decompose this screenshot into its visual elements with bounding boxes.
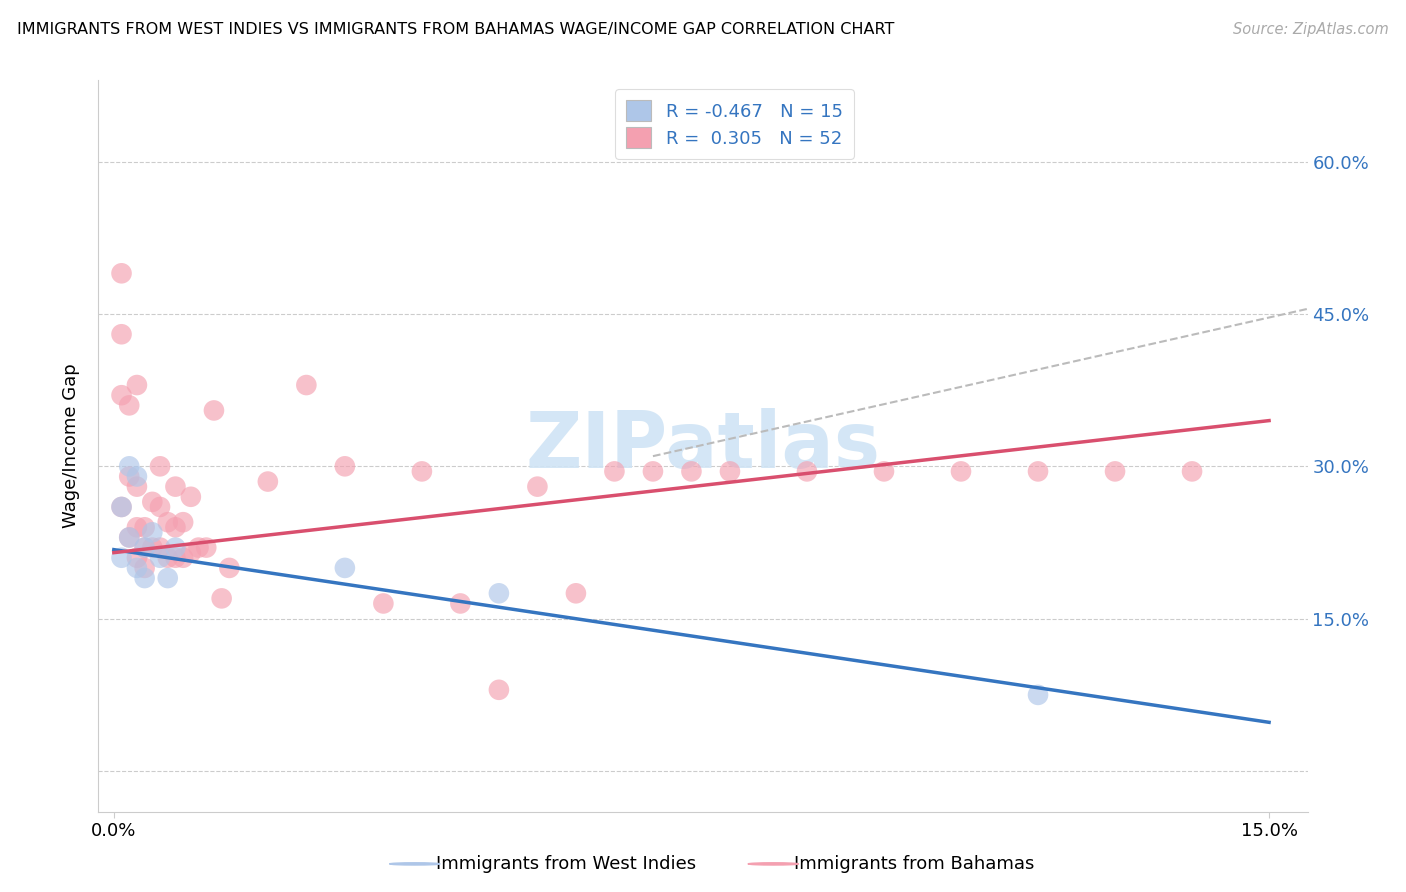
Point xyxy=(134,541,156,555)
Point xyxy=(156,571,179,585)
Point xyxy=(180,546,202,560)
Point xyxy=(141,495,163,509)
Point xyxy=(295,378,318,392)
Point xyxy=(195,541,218,555)
Point xyxy=(165,520,187,534)
Point xyxy=(1181,464,1204,478)
Point xyxy=(211,591,233,606)
Point xyxy=(603,464,626,478)
Point xyxy=(149,541,172,555)
Point xyxy=(488,586,510,600)
Point xyxy=(110,500,132,514)
Point xyxy=(526,480,548,494)
Point xyxy=(1026,464,1049,478)
Point xyxy=(149,550,172,565)
Text: Immigrants from Bahamas: Immigrants from Bahamas xyxy=(794,855,1035,873)
Point xyxy=(180,490,202,504)
Point xyxy=(796,464,818,478)
Point xyxy=(134,541,156,555)
Point xyxy=(165,550,187,565)
Point xyxy=(118,530,141,544)
Point xyxy=(172,550,194,565)
Point xyxy=(125,469,148,483)
Point xyxy=(110,266,132,280)
Point xyxy=(641,464,664,478)
Point xyxy=(110,388,132,402)
Y-axis label: Wage/Income Gap: Wage/Income Gap xyxy=(62,364,80,528)
Circle shape xyxy=(748,863,799,865)
Point xyxy=(110,500,132,514)
Point xyxy=(125,561,148,575)
Point xyxy=(118,469,141,483)
Point xyxy=(373,597,395,611)
Point xyxy=(141,541,163,555)
Point xyxy=(333,459,356,474)
Point xyxy=(134,520,156,534)
Point xyxy=(134,571,156,585)
Point xyxy=(449,597,471,611)
Point xyxy=(873,464,896,478)
Point xyxy=(149,459,172,474)
Point xyxy=(125,550,148,565)
Point xyxy=(187,541,209,555)
Point xyxy=(565,586,588,600)
Point xyxy=(134,561,156,575)
Point xyxy=(681,464,703,478)
Text: Immigrants from West Indies: Immigrants from West Indies xyxy=(436,855,696,873)
Point xyxy=(165,480,187,494)
Point xyxy=(118,459,141,474)
Point xyxy=(1026,688,1049,702)
Point xyxy=(718,464,741,478)
Text: ZIPatlas: ZIPatlas xyxy=(526,408,880,484)
Point xyxy=(218,561,240,575)
Point xyxy=(125,480,148,494)
Point xyxy=(950,464,973,478)
Point xyxy=(149,500,172,514)
Point xyxy=(257,475,280,489)
Point xyxy=(156,550,179,565)
Point xyxy=(1104,464,1126,478)
Point xyxy=(110,550,132,565)
Point xyxy=(125,378,148,392)
Text: Source: ZipAtlas.com: Source: ZipAtlas.com xyxy=(1233,22,1389,37)
Point xyxy=(333,561,356,575)
Point xyxy=(202,403,225,417)
Point xyxy=(118,530,141,544)
Point xyxy=(172,515,194,529)
Point xyxy=(411,464,433,478)
Point xyxy=(125,520,148,534)
Point xyxy=(110,327,132,342)
Point xyxy=(156,515,179,529)
Point xyxy=(118,398,141,412)
Circle shape xyxy=(389,863,440,865)
Legend: R = -0.467   N = 15, R =  0.305   N = 52: R = -0.467 N = 15, R = 0.305 N = 52 xyxy=(616,89,853,159)
Point xyxy=(141,525,163,540)
Point xyxy=(165,541,187,555)
Point xyxy=(488,682,510,697)
Text: IMMIGRANTS FROM WEST INDIES VS IMMIGRANTS FROM BAHAMAS WAGE/INCOME GAP CORRELATI: IMMIGRANTS FROM WEST INDIES VS IMMIGRANT… xyxy=(17,22,894,37)
